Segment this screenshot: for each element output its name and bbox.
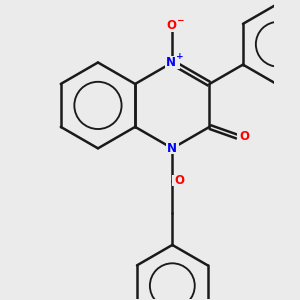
Text: O: O xyxy=(174,174,184,187)
Text: N: N xyxy=(166,56,176,69)
Text: +: + xyxy=(176,52,183,61)
Text: O: O xyxy=(166,20,176,32)
Text: N: N xyxy=(167,142,177,155)
Text: O: O xyxy=(239,130,249,143)
Bar xyxy=(165,20,179,32)
Bar xyxy=(172,175,184,186)
Bar xyxy=(165,56,180,69)
Bar xyxy=(166,142,178,154)
Text: −: − xyxy=(176,16,183,25)
Bar xyxy=(237,131,250,142)
